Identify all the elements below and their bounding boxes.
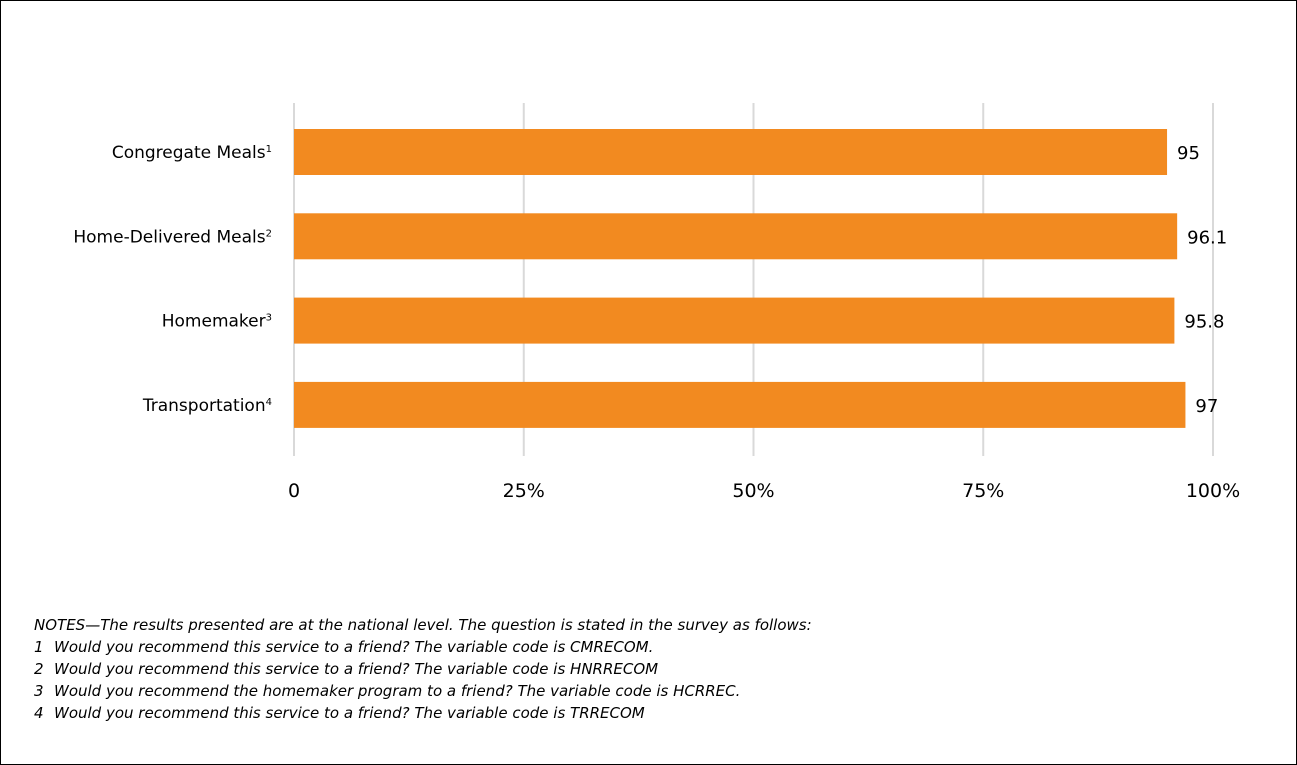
note-number: 2 bbox=[34, 660, 44, 678]
category-label: Home-Delivered Meals2 bbox=[73, 227, 272, 247]
category-label: Transportation4 bbox=[142, 396, 272, 416]
note-item-1: 1 Would you recommend this service to a f… bbox=[34, 636, 1264, 658]
x-tick-label: 75% bbox=[962, 480, 1004, 502]
note-number: 3 bbox=[34, 682, 44, 700]
note-text: Would you recommend the homemaker progra… bbox=[54, 682, 741, 700]
data-label: 97 bbox=[1195, 396, 1218, 417]
bar-4 bbox=[294, 381, 1186, 428]
data-label: 96.1 bbox=[1187, 227, 1227, 248]
note-text: Would you recommend this service to a fr… bbox=[54, 704, 645, 722]
bar-2 bbox=[294, 213, 1178, 260]
note-item-4: 4 Would you recommend this service to a f… bbox=[34, 702, 1264, 724]
data-label: 95 bbox=[1177, 143, 1200, 164]
bar-3 bbox=[294, 297, 1175, 344]
note-text: Would you recommend this service to a fr… bbox=[54, 638, 654, 656]
bar-chart: 0 25% 50% 75% 100% Congregate Meals1 95 Home-De… bbox=[73, 103, 1240, 502]
x-tick-label: 25% bbox=[503, 480, 545, 502]
notes-intro: NOTES—The results presented are at the n… bbox=[34, 616, 812, 634]
category-label: Homemaker3 bbox=[162, 312, 272, 332]
note-item-2: 2 Would you recommend this service to a f… bbox=[34, 658, 1264, 680]
x-tick-label: 100% bbox=[1186, 480, 1240, 502]
note-number: 1 bbox=[34, 638, 44, 656]
bar-1 bbox=[294, 129, 1168, 175]
note-number: 4 bbox=[34, 704, 44, 722]
note-item-3: 3 Would you recommend the homemaker progr… bbox=[34, 680, 1264, 702]
notes-section: NOTES—The results presented are at the n… bbox=[34, 614, 1264, 724]
x-tick-label: 0 bbox=[288, 480, 300, 502]
category-label: Congregate Meals1 bbox=[112, 143, 272, 163]
x-tick-label: 50% bbox=[732, 480, 774, 502]
data-label: 95.8 bbox=[1184, 312, 1224, 333]
note-text: Would you recommend this service to a fr… bbox=[54, 660, 659, 678]
